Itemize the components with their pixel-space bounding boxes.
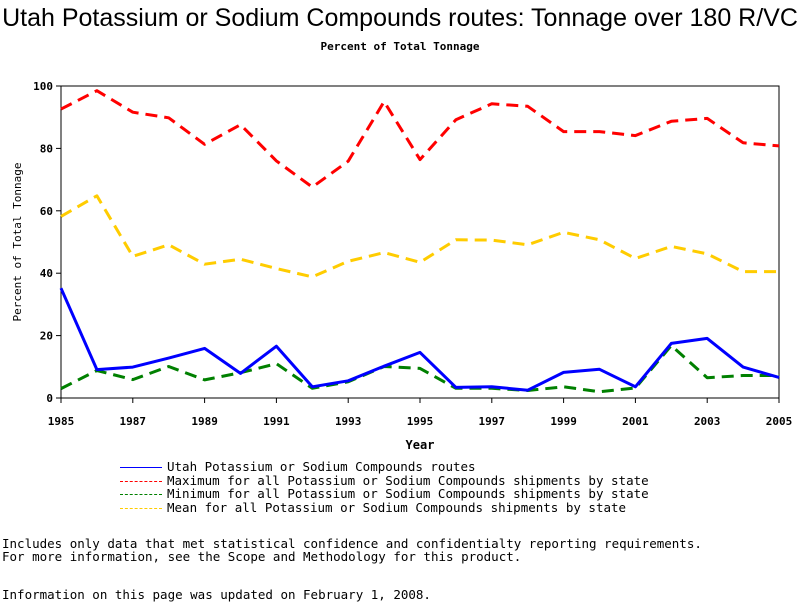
series-line-0 <box>59 287 780 392</box>
chart-subtitle: Percent of Total Tonnage <box>320 40 480 53</box>
legend-swatch <box>120 467 162 468</box>
series-line-2 <box>60 344 779 394</box>
legend-label: Mean for all Potassium or Sodium Compoun… <box>167 499 627 515</box>
y-tick-label: 40 <box>40 267 53 280</box>
x-tick-label: 1999 <box>550 415 577 428</box>
update-note: Information on this page was updated on … <box>2 587 431 602</box>
methodology-note: For more information, see the Scope and … <box>2 549 522 564</box>
x-tick-label: 1989 <box>191 415 218 428</box>
confidence-note: Includes only data that met statistical … <box>2 536 702 551</box>
y-tick-label: 20 <box>40 330 53 343</box>
x-tick-label: 1997 <box>479 415 506 428</box>
legend-swatch <box>120 494 162 495</box>
x-axis-label: Year <box>406 438 435 452</box>
y-tick-label: 100 <box>33 80 53 93</box>
y-tick-label: 60 <box>40 205 53 218</box>
x-tick-label: 1987 <box>120 415 147 428</box>
y-axis-label: Percent of Total Tonnage <box>11 163 24 322</box>
legend-label: Maximum for all Potassium or Sodium Comp… <box>167 472 649 488</box>
legend-swatch <box>120 480 162 482</box>
series-line-1 <box>60 89 780 189</box>
legend-label: Utah Potassium or Sodium Compounds route… <box>167 459 476 474</box>
x-tick-label: 1991 <box>263 415 290 428</box>
x-tick-label: 1995 <box>407 415 434 428</box>
x-tick-label: 2001 <box>622 415 649 428</box>
x-tick-label: 2005 <box>766 415 793 428</box>
legend-label: Minimum for all Potassium or Sodium Comp… <box>167 486 649 501</box>
legend-swatch <box>120 507 162 509</box>
chart-title: Utah Potassium or Sodium Compounds route… <box>2 4 798 32</box>
x-tick-label: 2003 <box>694 415 721 428</box>
x-tick-label: 1985 <box>48 415 75 428</box>
x-tick-label: 1993 <box>335 415 362 428</box>
line-chart: 0 20 40 60 80 100 1985 1987 1989 1991 1993 1995 199… <box>11 80 793 452</box>
y-tick-label: 80 <box>40 142 53 155</box>
series-line-3 <box>60 194 779 279</box>
y-tick-label: 0 <box>46 392 53 405</box>
